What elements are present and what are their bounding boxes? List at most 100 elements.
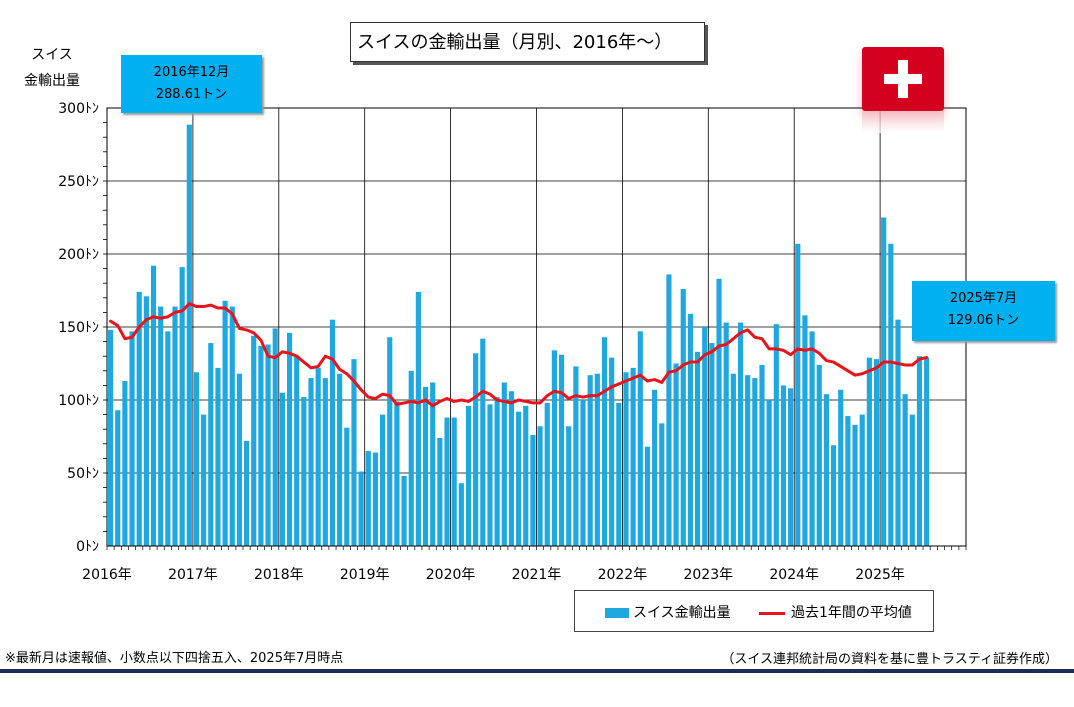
peak-callout-date: 2016年12月 (153, 65, 230, 80)
footnote: ※最新月は速報値、小数点以下四捨五入、2025年7月時点 (5, 651, 344, 666)
bar (172, 306, 178, 546)
bar (802, 315, 808, 546)
bar (838, 389, 844, 546)
bar (601, 337, 608, 546)
bar (115, 410, 121, 546)
bar (222, 300, 228, 546)
bar (158, 306, 164, 546)
bar (179, 267, 185, 546)
bar (286, 332, 293, 546)
bar (422, 386, 429, 546)
bar (723, 322, 729, 546)
bar (587, 375, 593, 546)
bar (465, 405, 472, 546)
bar (752, 378, 758, 546)
x-tick-label: 2016年 (82, 567, 132, 583)
bar (609, 357, 615, 546)
bar (830, 445, 837, 546)
peak-callout-value: 288.61トン (155, 87, 228, 102)
bar (329, 319, 336, 546)
bar (916, 356, 923, 546)
bar (709, 343, 715, 546)
flag-reflection (862, 111, 944, 133)
bar (766, 400, 772, 546)
bar (401, 475, 407, 546)
bar (415, 291, 421, 546)
bar (702, 327, 708, 546)
bar (451, 417, 457, 546)
bar (816, 364, 822, 546)
bar (716, 278, 722, 546)
y-tick-label: 200ﾄﾝ (58, 247, 99, 263)
bar (530, 435, 536, 546)
bar (873, 359, 880, 546)
bar (852, 424, 858, 546)
bar (666, 274, 672, 546)
bar (344, 427, 350, 546)
bar (580, 400, 586, 546)
bar (637, 331, 643, 546)
bar (358, 471, 364, 546)
source-note: （スイス連邦統計局の資料を基に豊トラスティ証券作成） (721, 652, 1058, 667)
bar (150, 265, 157, 546)
bar (558, 354, 565, 546)
bar (494, 397, 500, 546)
bar (687, 313, 693, 546)
bar (623, 372, 629, 546)
bar (365, 451, 371, 546)
bar (430, 382, 436, 546)
bar (788, 388, 794, 546)
y-tick-label: 300ﾄﾝ (58, 101, 99, 117)
y-axis-label: スイス 金輸出量 (22, 42, 82, 94)
bar (630, 367, 636, 546)
peak-callout: 2016年12月 288.61トン (121, 55, 262, 113)
bar (108, 329, 114, 546)
bar (881, 217, 887, 546)
bar (387, 337, 393, 546)
bar (480, 338, 486, 546)
bar (122, 381, 128, 546)
bar (809, 331, 815, 546)
x-tick-label: 2020年 (426, 567, 476, 583)
bar (487, 404, 493, 546)
bar (444, 417, 450, 546)
bar (644, 446, 651, 546)
legend-bars-label: スイス金輸出量 (633, 605, 731, 621)
bar (673, 363, 679, 546)
bar (437, 437, 443, 546)
swiss-flag-icon (862, 47, 944, 111)
latest-callout-value: 129.06トン (947, 313, 1020, 328)
bar (573, 366, 579, 546)
x-tick-label: 2018年 (254, 567, 304, 583)
legend-item-line: 過去1年間の平均値 (759, 602, 912, 622)
bar (258, 345, 264, 546)
bar (372, 452, 379, 546)
bar (208, 343, 214, 546)
bar (229, 306, 235, 546)
bar (508, 391, 515, 546)
bar (737, 322, 744, 546)
bar (394, 401, 400, 546)
bar (652, 389, 658, 546)
bar (902, 394, 908, 546)
x-tick-label: 2019年 (340, 567, 390, 583)
legend: スイス金輸出量 過去1年間の平均値 (574, 590, 934, 632)
bar (537, 426, 543, 546)
bar (129, 331, 135, 546)
bar (501, 382, 507, 546)
legend-item-bars: スイス金輸出量 (605, 602, 731, 622)
bar (823, 394, 829, 546)
bar (380, 414, 386, 546)
y-tick-label: 50ﾄﾝ (67, 466, 99, 482)
y-tick-label: 0ﾄﾝ (76, 539, 99, 555)
bar (251, 335, 257, 546)
bar (301, 397, 307, 546)
bar (594, 373, 600, 546)
bar (165, 331, 171, 546)
bar (236, 373, 243, 546)
y-tick-label: 250ﾄﾝ (58, 174, 99, 190)
bar (458, 483, 464, 546)
x-tick-label: 2023年 (683, 567, 733, 583)
x-tick-label: 2017年 (168, 567, 218, 583)
